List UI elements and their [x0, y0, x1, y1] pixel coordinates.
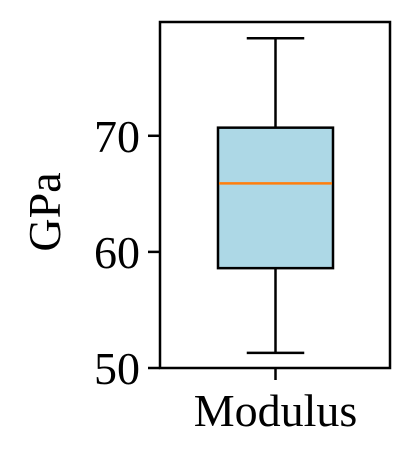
y-tick-label: 70 — [94, 111, 140, 162]
y-tick-label: 50 — [94, 343, 140, 394]
boxes-group — [216, 37, 335, 355]
y-axis-label: GPa — [19, 172, 70, 251]
iqr-box — [216, 126, 335, 270]
x-tick-label: Modulus — [194, 385, 358, 436]
x-axis-ticks: Modulus — [194, 368, 358, 436]
y-tick-label: 60 — [94, 227, 140, 278]
y-axis-ticks: 50 60 70 — [94, 111, 160, 394]
